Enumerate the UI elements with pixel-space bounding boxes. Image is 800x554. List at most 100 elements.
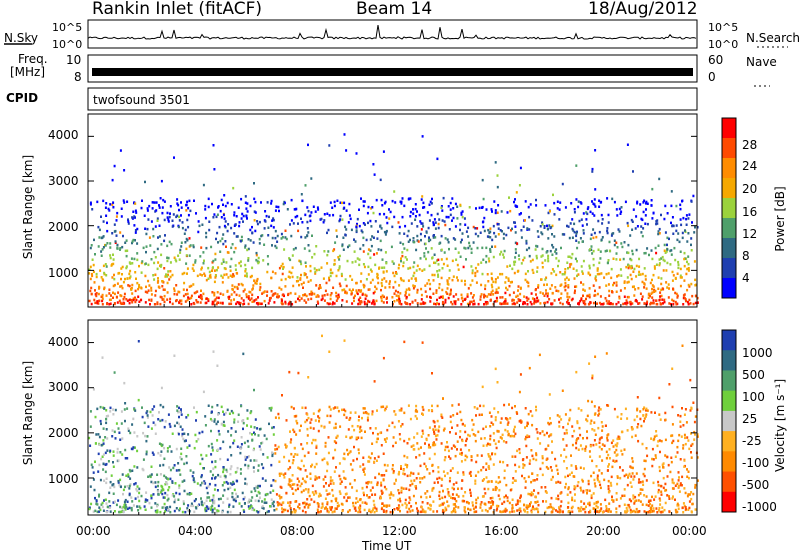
- power-data-cell: [461, 232, 464, 235]
- power-data-cell: [212, 266, 214, 269]
- power-data-cell: [256, 222, 259, 226]
- power-data-cell: [499, 302, 502, 305]
- velocity-data-cell: [232, 505, 235, 508]
- power-data-cell: [280, 288, 283, 291]
- velocity-data-cell: [481, 413, 483, 416]
- power-data-cell: [639, 273, 642, 276]
- velocity-data-cell: [232, 441, 235, 445]
- power-data-cell: [412, 287, 415, 290]
- velocity-data-cell: [670, 456, 673, 459]
- power-data-cell: [575, 285, 578, 288]
- power-data-cell: [370, 270, 373, 273]
- velocity-data-cell: [403, 439, 406, 443]
- power-data-cell: [280, 278, 283, 282]
- velocity-data-cell: [239, 451, 242, 455]
- velocity-data-cell: [256, 427, 259, 430]
- power-data-cell: [463, 217, 466, 220]
- power-data-cell: [416, 291, 419, 294]
- velocity-data-cell: [577, 481, 580, 484]
- velocity-data-cell: [454, 505, 457, 508]
- power-data-cell: [189, 209, 192, 213]
- power-data-cell: [685, 299, 687, 303]
- power-data-cell: [93, 281, 96, 284]
- power-data-cell: [441, 295, 444, 298]
- velocity-data-cell: [671, 367, 674, 370]
- velocity-data-cell: [584, 510, 587, 514]
- power-data-cell: [496, 174, 499, 177]
- power-data-cell: [585, 211, 588, 214]
- power-data-cell: [651, 217, 654, 220]
- velocity-data-cell: [644, 459, 647, 463]
- power-data-cell: [544, 259, 547, 262]
- power-data-cell: [278, 266, 281, 270]
- power-data-cell: [443, 251, 446, 254]
- power-data-cell: [670, 221, 672, 225]
- velocity-data-cell: [432, 510, 435, 513]
- power-data-cell: [126, 249, 129, 252]
- velocity-data-cell: [434, 428, 437, 432]
- power-data-points: [88, 133, 699, 306]
- power-data-cell: [162, 198, 165, 202]
- velocity-data-cell: [230, 427, 233, 430]
- power-data-cell: [112, 296, 114, 299]
- velocity-data-cell: [579, 486, 582, 490]
- velocity-data-cell: [683, 487, 686, 490]
- power-data-cell: [631, 220, 634, 223]
- velocity-data-cell: [359, 425, 362, 429]
- power-data-cell: [438, 269, 441, 272]
- power-data-cell: [345, 300, 348, 303]
- velocity-data-cell: [535, 405, 537, 409]
- power-data-cell: [358, 208, 360, 211]
- power-data-cell: [294, 300, 297, 304]
- power-data-cell: [541, 266, 544, 269]
- power-data-cell: [650, 292, 653, 295]
- velocity-data-cell: [205, 499, 208, 502]
- power-data-cell: [687, 303, 690, 306]
- power-data-cell: [244, 246, 247, 249]
- power-data-cell: [258, 237, 261, 241]
- velocity-data-cell: [424, 492, 427, 495]
- velocity-data-cell: [334, 426, 337, 429]
- velocity-data-cell: [100, 503, 103, 506]
- power-data-cell: [531, 297, 534, 300]
- power-data-cell: [670, 190, 673, 193]
- velocity-data-cell: [211, 508, 214, 512]
- velocity-data-cell: [150, 427, 153, 430]
- velocity-data-cell: [219, 447, 222, 450]
- velocity-data-cell: [226, 482, 229, 485]
- velocity-data-cell: [641, 480, 644, 483]
- power-data-cell: [461, 215, 464, 219]
- velocity-data-cell: [126, 457, 129, 460]
- power-data-cell: [658, 262, 661, 265]
- power-data-cell: [371, 235, 374, 238]
- velocity-data-cell: [185, 461, 188, 465]
- power-data-cell: [407, 267, 410, 270]
- power-data-cell: [616, 275, 619, 278]
- power-data-cell: [274, 272, 277, 275]
- velocity-data-cell: [310, 465, 313, 468]
- power-data-cell: [646, 202, 649, 205]
- velocity-data-cell: [351, 468, 354, 472]
- velocity-data-cell: [660, 439, 663, 443]
- velocity-data-cell: [485, 444, 488, 447]
- power-data-cell: [200, 289, 202, 292]
- power-data-cell: [687, 267, 690, 270]
- power-data-cell: [283, 201, 286, 205]
- power-data-cell: [618, 295, 621, 299]
- power-data-cell: [671, 270, 674, 274]
- velocity-data-cell: [140, 494, 143, 498]
- velocity-data-cell: [292, 428, 295, 432]
- velocity-data-cell: [130, 506, 133, 510]
- power-data-cell: [231, 275, 234, 278]
- power-data-cell: [176, 293, 179, 296]
- power-data-cell: [355, 229, 358, 232]
- power-data-cell: [207, 197, 210, 201]
- power-data-cell: [576, 260, 578, 263]
- power-data-cell: [669, 249, 672, 253]
- velocity-data-cell: [633, 418, 636, 422]
- power-data-cell: [470, 300, 473, 304]
- velocity-data-cell: [258, 510, 261, 513]
- velocity-data-cell: [247, 464, 250, 468]
- velocity-data-cell: [134, 446, 136, 449]
- velocity-data-cell: [497, 476, 500, 479]
